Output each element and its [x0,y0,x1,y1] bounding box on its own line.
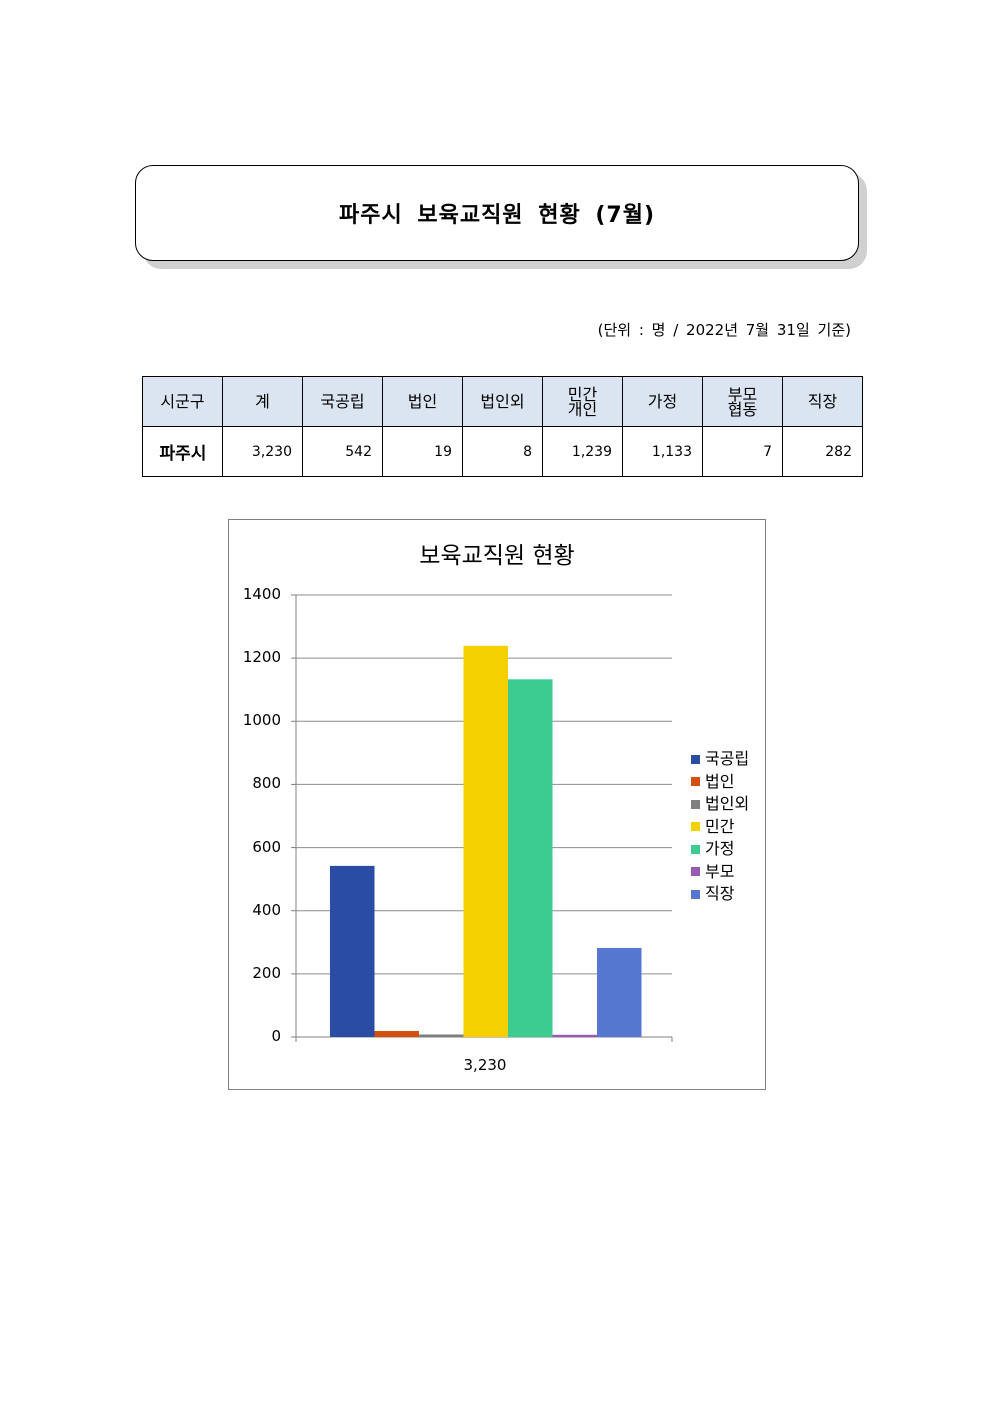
bar-가정 [508,679,553,1037]
legend-swatch [691,867,700,877]
chart-plot [291,594,673,1042]
legend-swatch [691,822,700,832]
bar-부모 [552,1034,597,1037]
y-tick-label: 800 [252,774,281,793]
chart-frame: 보육교직원 현황 0 200 400 600 800 1000 1200 1400 3,230… [228,519,766,1090]
table-row-header: 파주시 [142,426,223,477]
table-header-cell: 민간 개인 [542,376,623,427]
legend-swatch [691,844,700,854]
bar-국공립 [330,865,375,1037]
table-cell: 1,239 [542,426,623,477]
bar-직장 [597,947,642,1037]
table-header-cell: 국공립 [302,376,383,427]
legend-swatch [691,889,700,899]
legend-swatch [691,754,700,764]
legend-item: 법인 [691,771,749,794]
y-tick-label: 200 [252,963,281,982]
table-header-cell: 법인 [382,376,463,427]
legend-swatch [691,777,700,787]
bar-법인외 [419,1034,464,1037]
table-row: 파주시 3,230 542 19 8 1,239 1,133 7 282 [142,426,863,477]
chart-title: 보육교직원 현황 [419,543,575,569]
y-tick-label: 1200 [242,648,281,667]
table-header-cell: 직장 [782,376,863,427]
table-header-cell: 법인외 [462,376,543,427]
legend-swatch [691,799,700,809]
page-title: 파주시 보육교직원 현황 (7월) [338,203,656,228]
unit-note: (단위 : 명 / 2022년 7월 31일 기준) [597,321,851,339]
legend-label: 국공립 [705,749,750,768]
table-cell: 3,230 [222,426,303,477]
legend-label: 직장 [705,884,735,903]
legend-item: 가정 [691,838,749,861]
y-tick-label: 1400 [242,585,281,603]
stats-table: 시군구 계 국공립 법인 법인외 민간 개인 가정 부모 협동 직장 파주시 3,230 542 19 8 1… [142,376,863,477]
table-header-cell: 가정 [622,376,703,427]
y-tick-label: 1000 [242,711,281,730]
legend-item: 부모 [691,861,749,884]
legend-label: 민간 [705,816,735,836]
legend-label: 부모 [705,861,735,881]
legend-label: 가정 [705,839,735,858]
table-cell: 542 [302,426,383,477]
table-header-row: 시군구 계 국공립 법인 법인외 민간 개인 가정 부모 협동 직장 [142,376,863,427]
table-cell: 19 [382,426,463,477]
table-cell: 1,133 [622,426,703,477]
y-tick-label: 400 [252,900,281,919]
table-cell: 7 [702,426,783,477]
y-tick-label: 0 [271,1027,281,1045]
table-header-cell: 부모 협동 [702,376,783,427]
x-category-label: 3,230 [463,1056,507,1074]
legend-item: 민간 [691,816,749,839]
legend-label: 법인 [705,771,735,791]
legend-item: 직장 [691,883,749,906]
legend-label: 법인외 [705,794,750,813]
table-header-cell: 계 [222,376,303,427]
title-box: 파주시 보육교직원 현황 (7월) [135,165,859,261]
bar-민간 [463,645,508,1037]
table-cell: 8 [462,426,543,477]
table-header-cell: 시군구 [142,376,223,427]
table-cell: 282 [782,426,863,477]
bar-법인 [374,1031,419,1037]
legend-item: 국공립 [691,748,749,771]
y-tick-label: 600 [252,837,281,856]
legend-item: 법인외 [691,793,749,816]
